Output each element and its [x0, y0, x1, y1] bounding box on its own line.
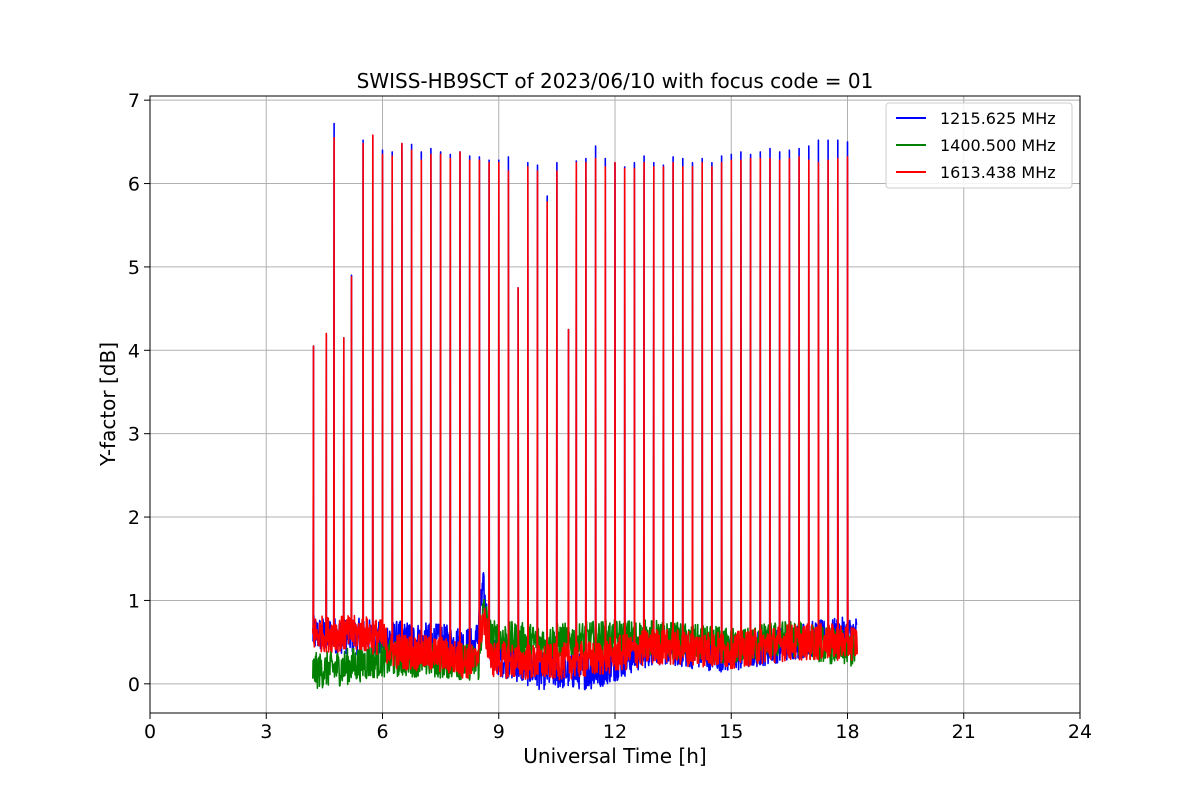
y-tick-label: 7 — [128, 90, 140, 112]
y-axis-label: Y-factor [dB] — [96, 342, 120, 467]
legend-box — [885, 102, 1073, 189]
y-tick-label: 1 — [128, 590, 140, 612]
x-tick-label: 9 — [493, 721, 505, 743]
y-tick-label: 5 — [128, 257, 140, 279]
x-tick-label: 24 — [1068, 721, 1092, 743]
y-tick-label: 2 — [128, 507, 140, 529]
legend-label-0: 1215.625 MHz — [940, 109, 1056, 128]
x-tick-label: 12 — [603, 721, 627, 743]
x-axis-label: Universal Time [h] — [523, 744, 706, 768]
chart-title: SWISS-HB9SCT of 2023/06/10 with focus co… — [357, 69, 874, 93]
series-lines — [312, 122, 858, 691]
legend: 1215.625 MHz 1400.500 MHz 1613.438 MHz — [885, 102, 1073, 189]
series-line-2 — [312, 134, 858, 681]
x-tick-label: 15 — [719, 721, 743, 743]
x-tick-label: 6 — [376, 721, 388, 743]
legend-label-1: 1400.500 MHz — [940, 136, 1056, 155]
x-tick-label: 18 — [835, 721, 859, 743]
y-tick-label: 6 — [128, 174, 140, 196]
y-tick-label: 4 — [128, 340, 140, 362]
y-tick-label: 3 — [128, 424, 140, 446]
x-tick-label: 3 — [260, 721, 272, 743]
y-tick-label: 0 — [128, 674, 140, 696]
legend-label-2: 1613.438 MHz — [940, 163, 1056, 182]
x-tick-label: 21 — [952, 721, 976, 743]
x-tick-label: 0 — [144, 721, 156, 743]
